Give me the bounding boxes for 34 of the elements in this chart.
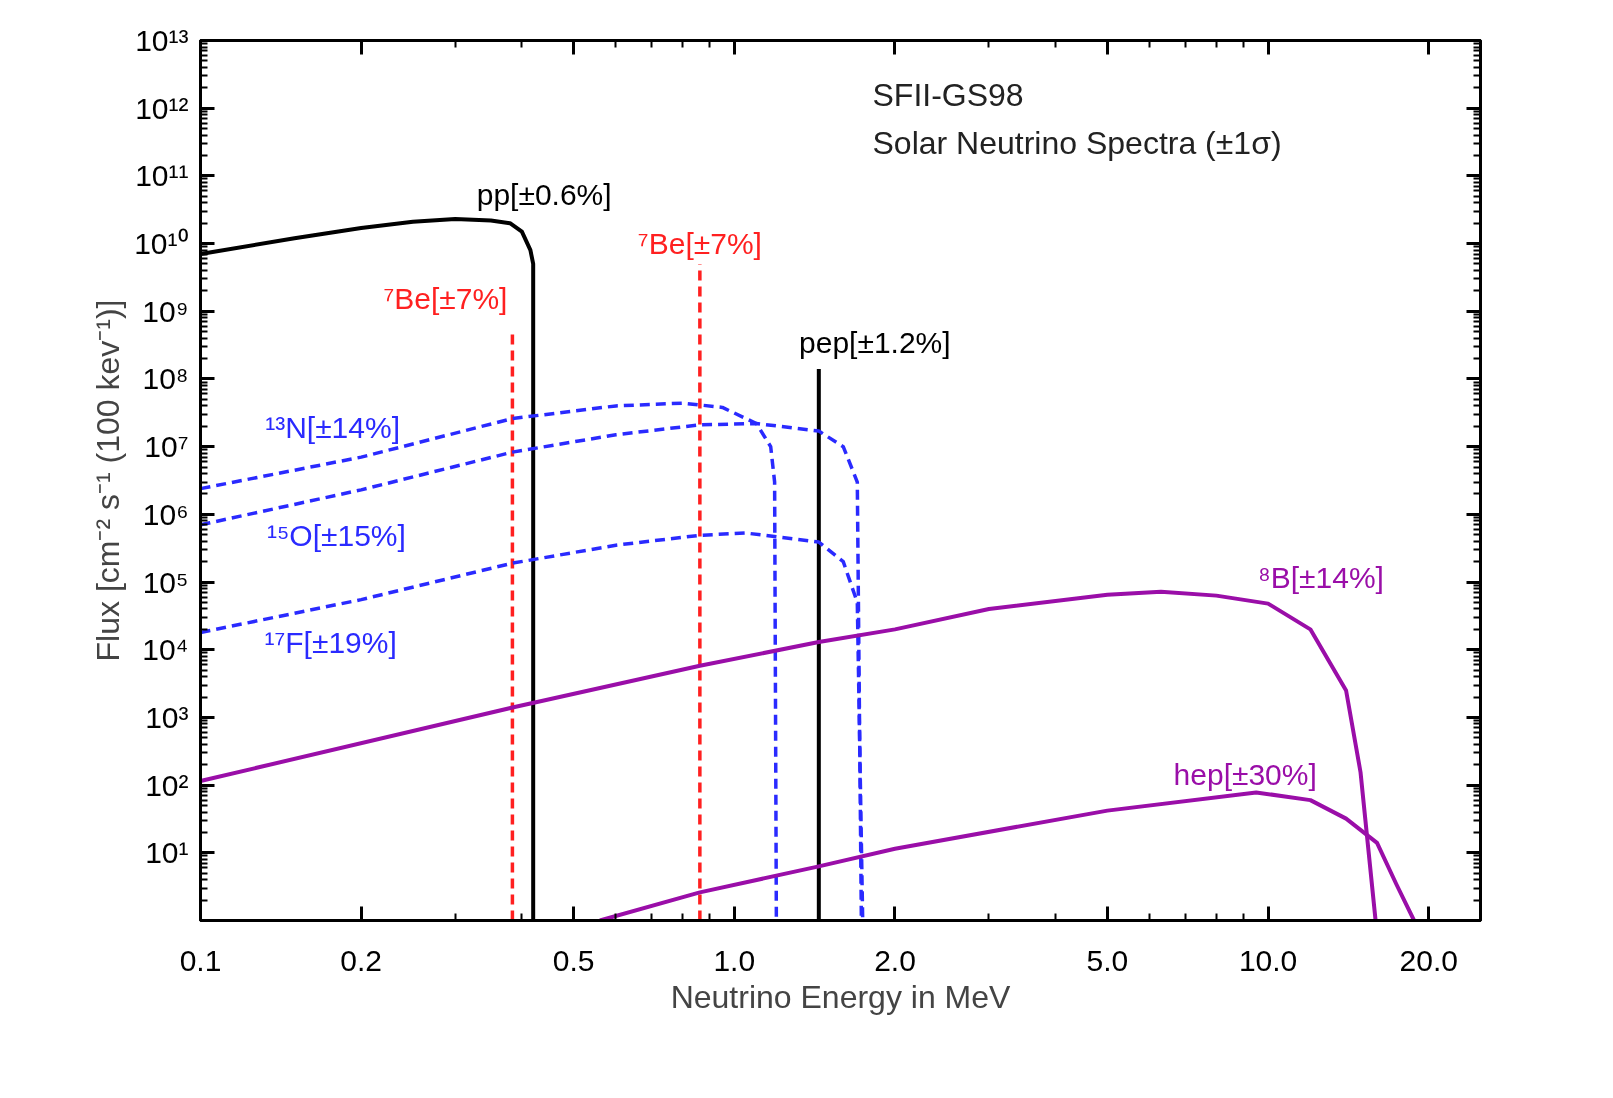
x-tick-label: 0.1 — [179, 943, 222, 977]
y-tick-label: 10⁶ — [142, 497, 189, 531]
y-tick-label: 10³ — [145, 700, 189, 734]
x-tick-label: 0.2 — [340, 943, 383, 977]
y-tick-label: 10¹³ — [135, 24, 189, 57]
series-label: ⁷Be[±7%] — [383, 282, 508, 316]
series-label: ⁷Be[±7%] — [637, 227, 762, 261]
y-tick-label: 10⁹ — [142, 294, 189, 328]
y-tick-label: 10⁸ — [142, 362, 189, 396]
y-tick-label: 10¹⁰ — [134, 227, 189, 261]
x-tick-label: 2.0 — [874, 943, 916, 977]
y-tick-label: 10¹¹ — [135, 159, 189, 193]
series-label: pep[±1.2%] — [799, 325, 951, 359]
x-tick-label: 10.0 — [1238, 943, 1298, 977]
y-tick-label: 10¹ — [145, 836, 189, 870]
y-tick-label: 10² — [145, 768, 189, 802]
x-axis-title: Neutrino Energy in MeV — [670, 978, 1012, 1015]
x-tick-label: 20.0 — [1399, 943, 1458, 977]
text: Solar Neutrino Spectra (±1σ) — [872, 124, 1282, 161]
series-label: ¹³N[±14%] — [265, 410, 400, 444]
series-label: ⁸B[±14%] — [1258, 561, 1384, 595]
y-tick-label: 10¹² — [135, 91, 189, 125]
series-label: ¹⁷F[±19%] — [264, 625, 397, 659]
y-axis-title: Flux [cm⁻² s⁻¹ (100 kev⁻¹)] — [90, 299, 127, 662]
y-tick-label: 10⁴ — [142, 633, 189, 667]
x-tick-label: 5.0 — [1086, 943, 1129, 977]
text: SFII-GS98 — [872, 77, 1024, 114]
y-tick-label: 10⁷ — [144, 430, 189, 464]
x-tick-label: 0.5 — [552, 943, 595, 977]
x-tick-label: 1.0 — [713, 943, 756, 977]
y-tick-label: 10⁵ — [142, 565, 189, 599]
series-label: pp[±0.6%] — [476, 177, 612, 211]
series-label: hep[±30%] — [1173, 757, 1317, 791]
series-label: ¹⁵O[±15%] — [266, 518, 406, 552]
